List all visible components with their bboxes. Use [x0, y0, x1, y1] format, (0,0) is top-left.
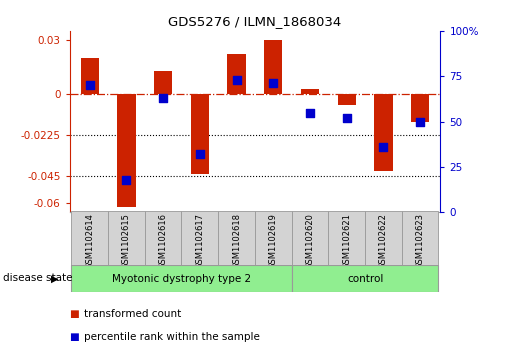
Bar: [402, 211, 438, 267]
Point: [306, 110, 314, 115]
Text: GSM1102618: GSM1102618: [232, 213, 241, 269]
Text: ■: ■: [70, 331, 79, 342]
Bar: [301, 89, 319, 94]
Text: GSM1102615: GSM1102615: [122, 213, 131, 269]
Text: percentile rank within the sample: percentile rank within the sample: [84, 331, 260, 342]
Bar: [329, 211, 365, 267]
Bar: [72, 265, 291, 292]
Bar: [218, 211, 255, 267]
Bar: [154, 71, 173, 94]
Bar: [191, 94, 209, 174]
Text: GSM1102623: GSM1102623: [416, 213, 425, 269]
Point: [85, 82, 94, 88]
Bar: [291, 211, 329, 267]
Point: [232, 77, 241, 83]
Bar: [228, 54, 246, 94]
Bar: [374, 94, 392, 171]
Bar: [80, 58, 99, 94]
Text: GSM1102616: GSM1102616: [159, 213, 168, 269]
Bar: [264, 40, 282, 94]
Bar: [255, 211, 291, 267]
Text: transformed count: transformed count: [84, 309, 181, 319]
Point: [122, 177, 130, 183]
Text: GSM1102621: GSM1102621: [342, 213, 351, 269]
Text: ■: ■: [70, 309, 79, 319]
Text: GSM1102617: GSM1102617: [195, 213, 204, 269]
Bar: [145, 211, 181, 267]
Point: [380, 144, 388, 150]
Point: [416, 119, 424, 125]
Point: [196, 151, 204, 157]
Text: GSM1102614: GSM1102614: [85, 213, 94, 269]
Text: GSM1102622: GSM1102622: [379, 213, 388, 269]
Point: [159, 95, 167, 101]
Text: control: control: [347, 274, 383, 284]
Text: GSM1102619: GSM1102619: [269, 213, 278, 269]
Bar: [117, 94, 135, 207]
Text: disease state: disease state: [3, 273, 72, 284]
Text: ▶: ▶: [52, 273, 59, 284]
Point: [342, 115, 351, 121]
Point: [269, 81, 278, 86]
Bar: [108, 211, 145, 267]
Bar: [72, 211, 108, 267]
Bar: [365, 211, 402, 267]
Bar: [411, 94, 430, 122]
Bar: [337, 94, 356, 105]
Bar: [291, 265, 438, 292]
Bar: [181, 211, 218, 267]
Text: GSM1102620: GSM1102620: [305, 213, 315, 269]
Title: GDS5276 / ILMN_1868034: GDS5276 / ILMN_1868034: [168, 15, 341, 28]
Text: Myotonic dystrophy type 2: Myotonic dystrophy type 2: [112, 274, 251, 284]
